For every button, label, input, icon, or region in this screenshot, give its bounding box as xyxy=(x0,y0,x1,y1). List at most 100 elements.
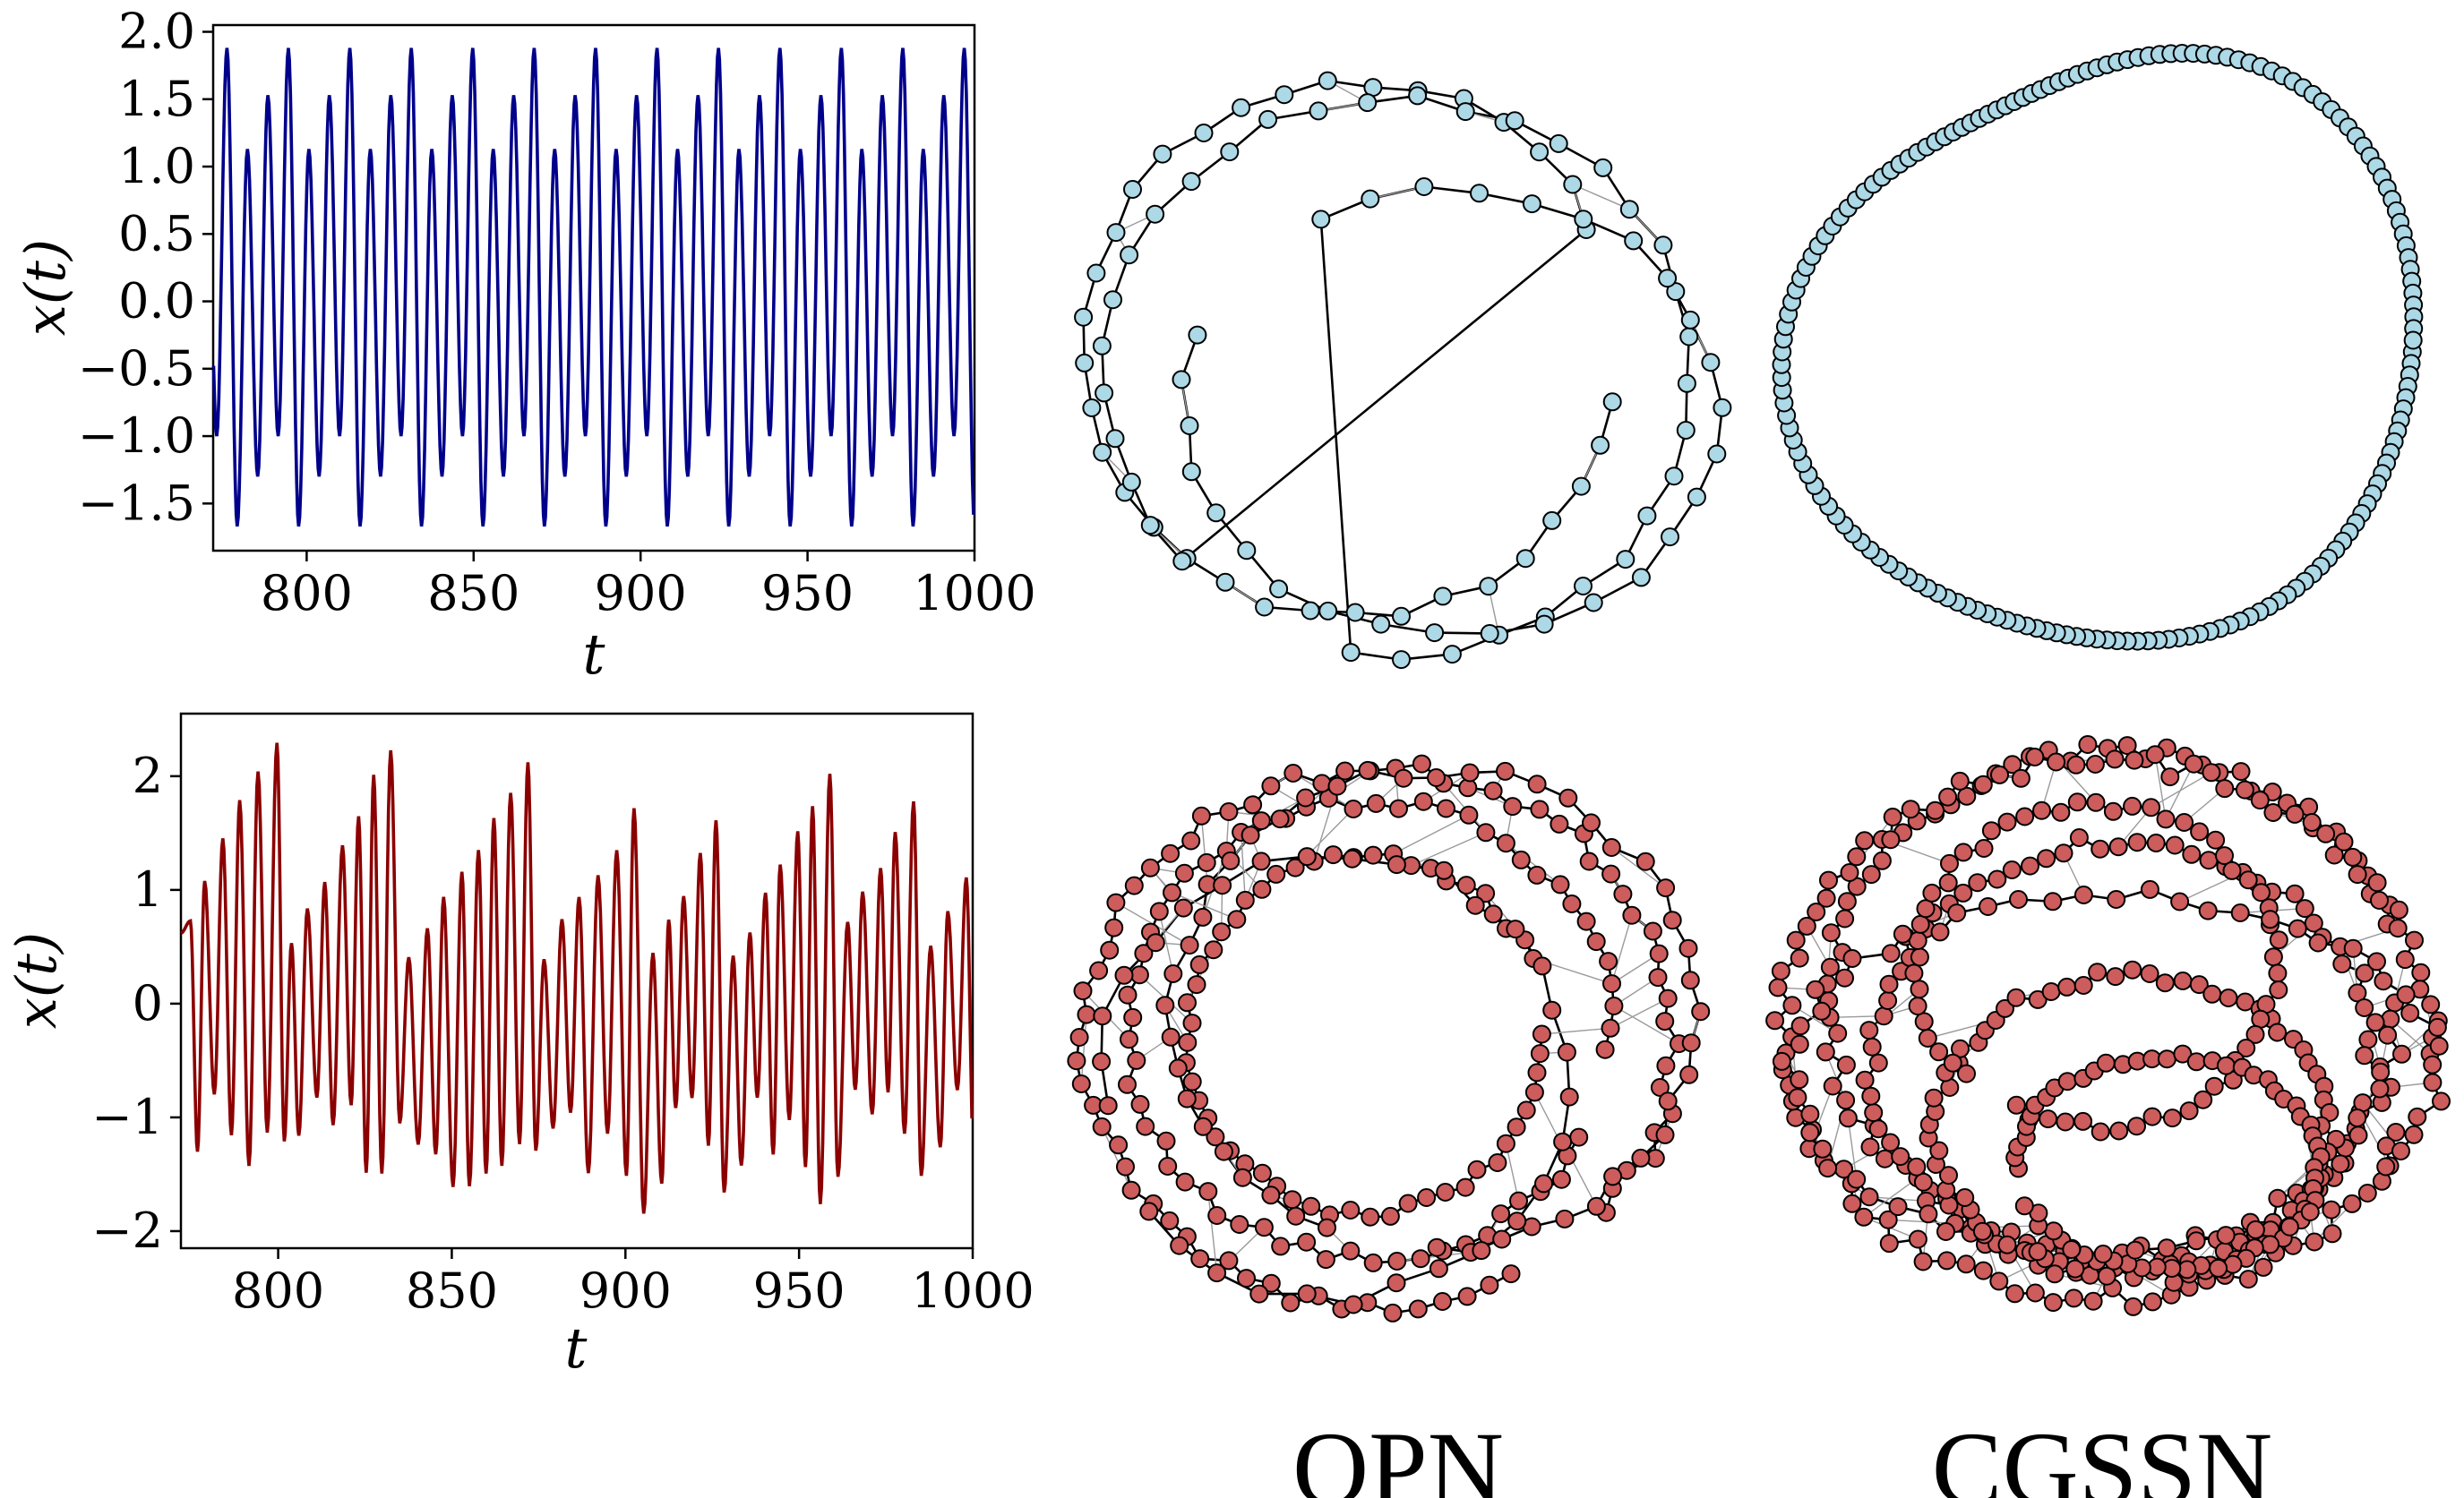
cgssn-chaotic-node xyxy=(1806,980,1825,999)
x-axis-label-bottom: t xyxy=(565,1315,588,1381)
cgssn-chaotic-node xyxy=(1973,1261,1993,1280)
cgssn-chaotic-node xyxy=(1816,1042,1835,1062)
cgssn-chaotic-node xyxy=(1790,1070,1809,1090)
opn-chaotic-node xyxy=(1655,1125,1675,1144)
opn-chaotic-node xyxy=(1532,1024,1551,1044)
cgssn-chaotic-node xyxy=(2370,891,2389,910)
opn-chaotic-edge xyxy=(1505,843,1561,886)
cgssn-chaotic-node xyxy=(1922,883,1942,903)
opn-chaotic-node xyxy=(1129,965,1149,985)
cgssn-chaotic-node xyxy=(2041,982,2061,1001)
cgssn-chaotic-node xyxy=(2056,1112,2075,1132)
network-opn-periodic xyxy=(1074,71,1732,670)
cgssn-chaotic-node xyxy=(2054,843,2073,863)
opn-chaotic-node xyxy=(1434,860,1454,880)
opn-chaotic-node xyxy=(1221,851,1241,870)
opn-chaotic-node xyxy=(1655,1012,1675,1031)
cgssn-chaotic-node xyxy=(1861,1086,1881,1106)
cgssn-chaotic-node xyxy=(1940,853,1959,873)
opn-chaotic-node xyxy=(1555,1209,1575,1228)
opn-chaotic-node xyxy=(1092,1117,1112,1136)
opn-periodic-node xyxy=(1318,601,1338,621)
opn-chaotic-node xyxy=(1134,944,1154,963)
cgssn-chaotic-node xyxy=(2045,1264,2065,1284)
opn-chaotic-node xyxy=(1136,1117,1155,1136)
opn-chaotic-node xyxy=(1156,1131,1176,1151)
opn-chaotic-node xyxy=(1251,811,1271,831)
opn-periodic-node xyxy=(1414,177,1434,196)
cgssn-chaotic-node xyxy=(2279,1217,2299,1237)
opn-chaotic-node xyxy=(1472,1241,1491,1261)
cgssn-chaotic-node xyxy=(2391,1142,2410,1160)
cgssn-chaotic-node xyxy=(2182,844,2202,864)
opn-periodic-node xyxy=(1092,336,1112,355)
bottom-ytick-label: 1 xyxy=(133,861,163,918)
opn-chaotic-edge xyxy=(1101,1126,1132,1191)
opn-chaotic-node xyxy=(1212,922,1232,942)
opn-chaotic-node xyxy=(1177,1089,1197,1109)
opn-chaotic-node xyxy=(1394,768,1413,788)
cgssn-chaotic-node xyxy=(2216,1056,2236,1075)
opn-chaotic-node xyxy=(1527,775,1547,794)
time-series-periodic: 800 850 900 950 1000 −1.5 −1.0 −0.5 0.0 0.5 1.0 1.… xyxy=(13,4,1036,687)
cgssn-chaotic-node xyxy=(1997,812,2017,832)
opn-chaotic-node xyxy=(1316,1250,1335,1270)
opn-periodic-node xyxy=(1619,200,1639,219)
cgssn-chaotic-node xyxy=(2003,755,2022,775)
opn-chaotic-node xyxy=(1327,776,1347,796)
cgssn-chaotic-node xyxy=(1837,892,1857,912)
opn-chaotic-node xyxy=(1266,864,1286,884)
opn-chaotic-node xyxy=(1649,944,1669,963)
opn-chaotic-edge xyxy=(1541,1027,1611,1035)
opn-periodic-node xyxy=(1180,416,1199,435)
cgssn-chaotic-node xyxy=(2127,1117,2146,1136)
cgssn-chaotic-node xyxy=(1919,1204,1938,1224)
cgssn-chaotic-node xyxy=(1918,1029,1937,1048)
cgssn-chaotic-node xyxy=(2222,860,2242,880)
opn-chaotic-node xyxy=(1089,961,1109,980)
opn-chaotic-node xyxy=(1118,985,1138,1005)
cgssn-chaotic-node xyxy=(2215,846,2234,866)
opn-chaotic-node xyxy=(1206,1127,1225,1147)
opn-chaotic-node xyxy=(1427,768,1446,787)
cgssn-chaotic-node xyxy=(2342,1194,2362,1213)
cgssn-chaotic-node xyxy=(2096,1053,2116,1073)
cgssn-chaotic-node xyxy=(2355,1046,2374,1066)
column-title-cgssn: CGSSN xyxy=(1932,1410,2272,1498)
cgssn-chaotic-node xyxy=(2408,1107,2427,1126)
opn-chaotic-node xyxy=(1507,1117,1526,1137)
opn-periodic-node xyxy=(1542,510,1562,530)
opn-periodic-node xyxy=(1637,506,1657,526)
cgssn-chaotic-node xyxy=(1916,899,1936,919)
top-ytick-label: 0.5 xyxy=(118,205,195,261)
opn-periodic-node xyxy=(1215,572,1235,592)
top-ytick-label: −1.0 xyxy=(78,407,195,464)
cgssn-chaotic-node xyxy=(1957,1064,1976,1083)
opn-periodic-node xyxy=(1392,650,1411,670)
opn-chaotic-node xyxy=(1658,1091,1678,1111)
opn-chaotic-node xyxy=(1361,1207,1380,1227)
cgssn-chaotic-node xyxy=(2108,837,2128,857)
cgssn-chaotic-node xyxy=(2316,824,2336,843)
opn-periodic-node xyxy=(1082,398,1102,417)
opn-chaotic-node xyxy=(1155,996,1175,1015)
opn-periodic-node xyxy=(1232,98,1251,117)
opn-periodic-node xyxy=(1269,579,1289,599)
cgssn-chaotic-node xyxy=(2186,1052,2206,1072)
opn-chaotic-node xyxy=(1679,1065,1699,1084)
cgssn-chaotic-node xyxy=(2305,1232,2324,1252)
opn-chaotic-node xyxy=(1412,754,1431,774)
cgssn-chaotic-node xyxy=(2206,830,2226,850)
opn-chaotic-node xyxy=(1173,898,1193,918)
opn-periodic-node xyxy=(1677,373,1696,393)
cgssn-chaotic-node xyxy=(1938,787,1958,807)
opn-chaotic-node xyxy=(1491,1204,1511,1224)
opn-periodic-node xyxy=(1455,102,1475,122)
cgssn-chaotic-edge xyxy=(1847,1117,1858,1180)
opn-chaotic-node xyxy=(1214,1142,1233,1161)
cgssn-chaotic-node xyxy=(2123,796,2142,816)
cgssn-chaotic-node xyxy=(2002,860,2022,879)
opn-periodic-node xyxy=(1318,71,1337,90)
opn-chaotic-node xyxy=(1178,1032,1198,1052)
opn-periodic-node xyxy=(1361,189,1380,209)
